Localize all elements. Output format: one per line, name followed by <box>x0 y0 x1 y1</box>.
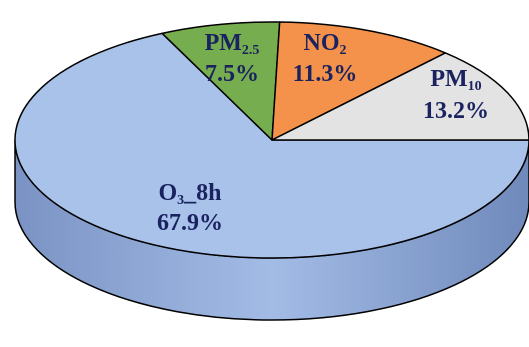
pie-slice-3 <box>271 21 447 141</box>
pie-slice-4 <box>271 52 529 141</box>
slice-value-label-1: 67.9% <box>157 210 223 236</box>
slice-name-label-2: PM2.5 <box>205 30 260 58</box>
pie-slice-2 <box>161 21 281 141</box>
pie-top-faces <box>14 21 529 259</box>
slice-value-label-3: 11.3% <box>293 61 358 87</box>
slice-value-label-2: 7.5% <box>205 61 259 87</box>
pie-slice-1 <box>14 32 529 259</box>
slice-name-label-1: O3_8h <box>158 180 221 208</box>
slice-name-label-3: NO2 <box>304 30 347 58</box>
slice-value-label-4: 13.2% <box>423 98 489 124</box>
slice-name-label-4: PM10 <box>430 66 481 94</box>
